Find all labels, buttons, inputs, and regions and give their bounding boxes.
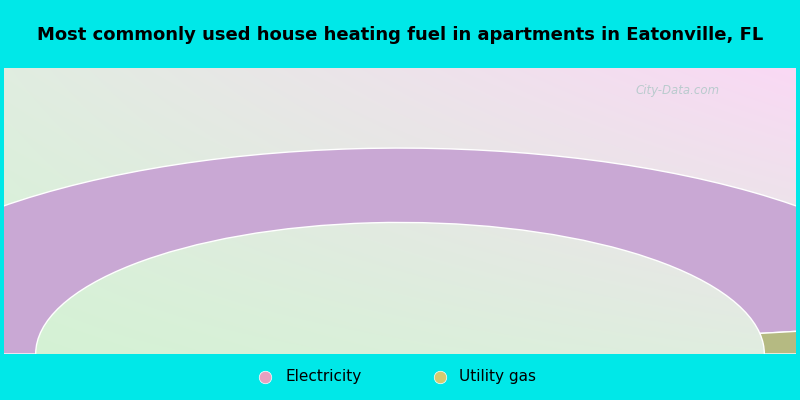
Text: Most commonly used house heating fuel in apartments in Eatonville, FL: Most commonly used house heating fuel in… <box>37 26 763 44</box>
Text: Electricity: Electricity <box>285 370 362 384</box>
Wedge shape <box>760 322 800 354</box>
Text: City-Data.com: City-Data.com <box>635 84 719 97</box>
Text: Utility gas: Utility gas <box>459 370 537 384</box>
Wedge shape <box>0 148 800 354</box>
